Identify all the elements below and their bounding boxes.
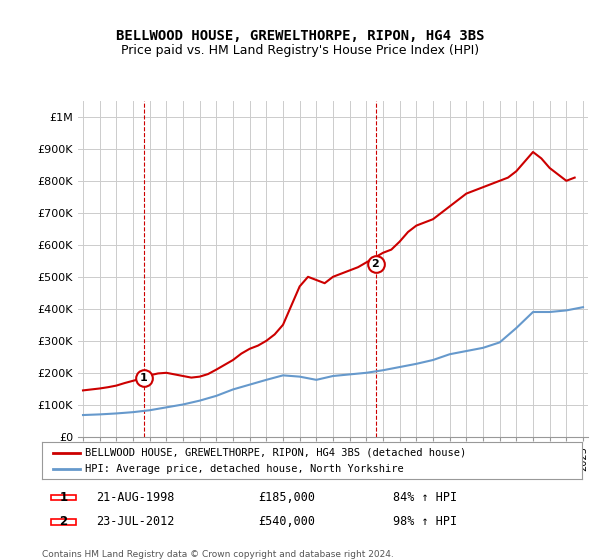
FancyBboxPatch shape (52, 520, 76, 525)
Text: 2: 2 (371, 259, 379, 269)
Text: 1: 1 (59, 491, 68, 503)
Text: 23-JUL-2012: 23-JUL-2012 (96, 515, 175, 529)
Text: £185,000: £185,000 (258, 491, 315, 504)
Text: 98% ↑ HPI: 98% ↑ HPI (393, 515, 457, 529)
Text: £540,000: £540,000 (258, 515, 315, 529)
Text: Contains HM Land Registry data © Crown copyright and database right 2024.
This d: Contains HM Land Registry data © Crown c… (42, 550, 394, 560)
Text: HPI: Average price, detached house, North Yorkshire: HPI: Average price, detached house, Nort… (85, 464, 404, 474)
Text: Price paid vs. HM Land Registry's House Price Index (HPI): Price paid vs. HM Land Registry's House … (121, 44, 479, 57)
Text: 1: 1 (140, 372, 148, 382)
Text: BELLWOOD HOUSE, GREWELTHORPE, RIPON, HG4 3BS: BELLWOOD HOUSE, GREWELTHORPE, RIPON, HG4… (116, 29, 484, 44)
Text: 2: 2 (59, 515, 68, 528)
Text: 21-AUG-1998: 21-AUG-1998 (96, 491, 175, 504)
Text: BELLWOOD HOUSE, GREWELTHORPE, RIPON, HG4 3BS (detached house): BELLWOOD HOUSE, GREWELTHORPE, RIPON, HG4… (85, 447, 466, 458)
FancyBboxPatch shape (52, 495, 76, 500)
Text: 84% ↑ HPI: 84% ↑ HPI (393, 491, 457, 504)
